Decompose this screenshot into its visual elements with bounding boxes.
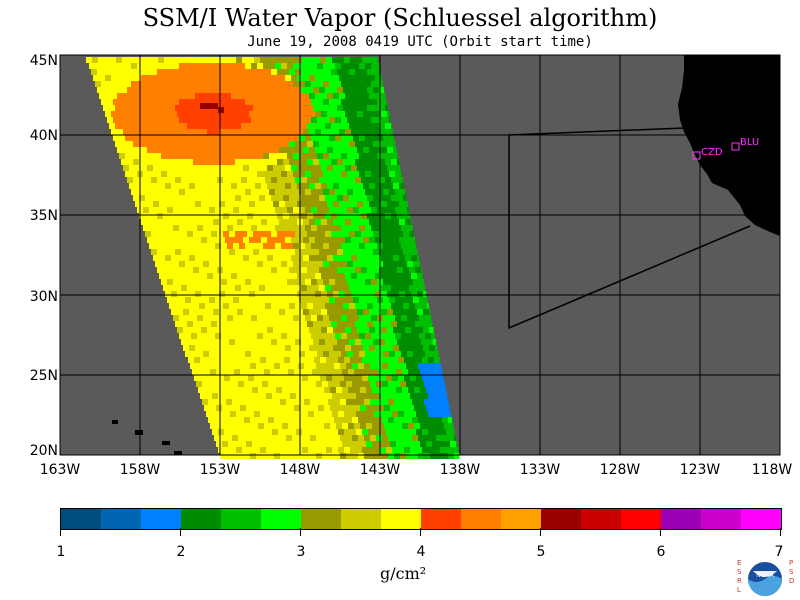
scale-segment-9 (381, 509, 421, 529)
lon-label-128w: 128W (599, 462, 641, 478)
logo-name: NOAA (756, 572, 774, 579)
scale-segment-12 (501, 509, 541, 529)
scale-segment-13 (541, 509, 581, 529)
scale-segment-5 (221, 509, 261, 529)
map-title: SSM/I Water Vapor (Schluessel algorithm) (142, 4, 658, 32)
scale-label-2: 2 (176, 544, 186, 560)
lon-label-163w: 163W (39, 462, 81, 478)
scale-tick (300, 528, 301, 536)
scale-segment-6 (261, 509, 301, 529)
scale-tick (180, 528, 181, 536)
lat-label-30n: 30N (29, 289, 58, 305)
scale-segment-18 (741, 509, 781, 529)
scale-segment-2 (101, 509, 141, 529)
lat-label-20n: 20N (29, 443, 58, 459)
scale-tick (60, 528, 61, 536)
scale-segment-1 (61, 509, 101, 529)
scale-segment-8 (341, 509, 381, 529)
scale-segment-14 (581, 509, 621, 529)
color-scale-bar (60, 508, 782, 530)
lon-label-143w: 143W (359, 462, 401, 478)
lon-label-158w: 158W (119, 462, 161, 478)
station-label-czd: CZD (701, 147, 723, 158)
lon-label-133w: 133W (519, 462, 561, 478)
scale-label-3: 3 (296, 544, 306, 560)
scale-segment-10 (421, 509, 461, 529)
map-grid (60, 55, 780, 455)
scale-label-5: 5 (536, 544, 546, 560)
scale-segment-15 (621, 509, 661, 529)
water-vapor-map (59, 54, 781, 459)
scale-segment-7 (301, 509, 341, 529)
lat-label-45n: 45N (29, 53, 58, 69)
station-marker-blu (731, 142, 740, 151)
lon-label-153w: 153W (199, 462, 241, 478)
lat-label-40n: 40N (29, 128, 58, 144)
flight-track (508, 127, 751, 330)
scale-segment-17 (701, 509, 741, 529)
scale-tick (660, 528, 661, 536)
scale-label-6: 6 (656, 544, 666, 560)
california-coast (678, 55, 780, 236)
lat-label-25n: 25N (29, 368, 58, 384)
lon-label-148w: 148W (279, 462, 321, 478)
map-subtitle: June 19, 2008 0419 UTC (Orbit start time… (247, 34, 593, 50)
scale-tick (540, 528, 541, 536)
scale-label-7: 7 (774, 544, 784, 560)
lat-label-35n: 35N (29, 208, 58, 224)
scale-label-1: 1 (56, 544, 66, 560)
lon-label-123w: 123W (679, 462, 721, 478)
scale-tick (420, 528, 421, 536)
scale-segment-3 (141, 509, 181, 529)
station-label-blu: BLU (740, 137, 760, 148)
scale-label-4: 4 (416, 544, 426, 560)
lon-label-138w: 138W (439, 462, 481, 478)
scale-segment-11 (461, 509, 501, 529)
scale-segment-4 (181, 509, 221, 529)
lon-label-118w: 118W (751, 462, 793, 478)
satellite-swath (86, 57, 460, 459)
scale-segment-16 (661, 509, 701, 529)
units-label: g/cm² (380, 564, 427, 583)
hawaii-islands (112, 420, 182, 455)
station-marker-czd (692, 151, 701, 160)
scale-tick (780, 528, 781, 536)
map-frame (59, 54, 781, 456)
